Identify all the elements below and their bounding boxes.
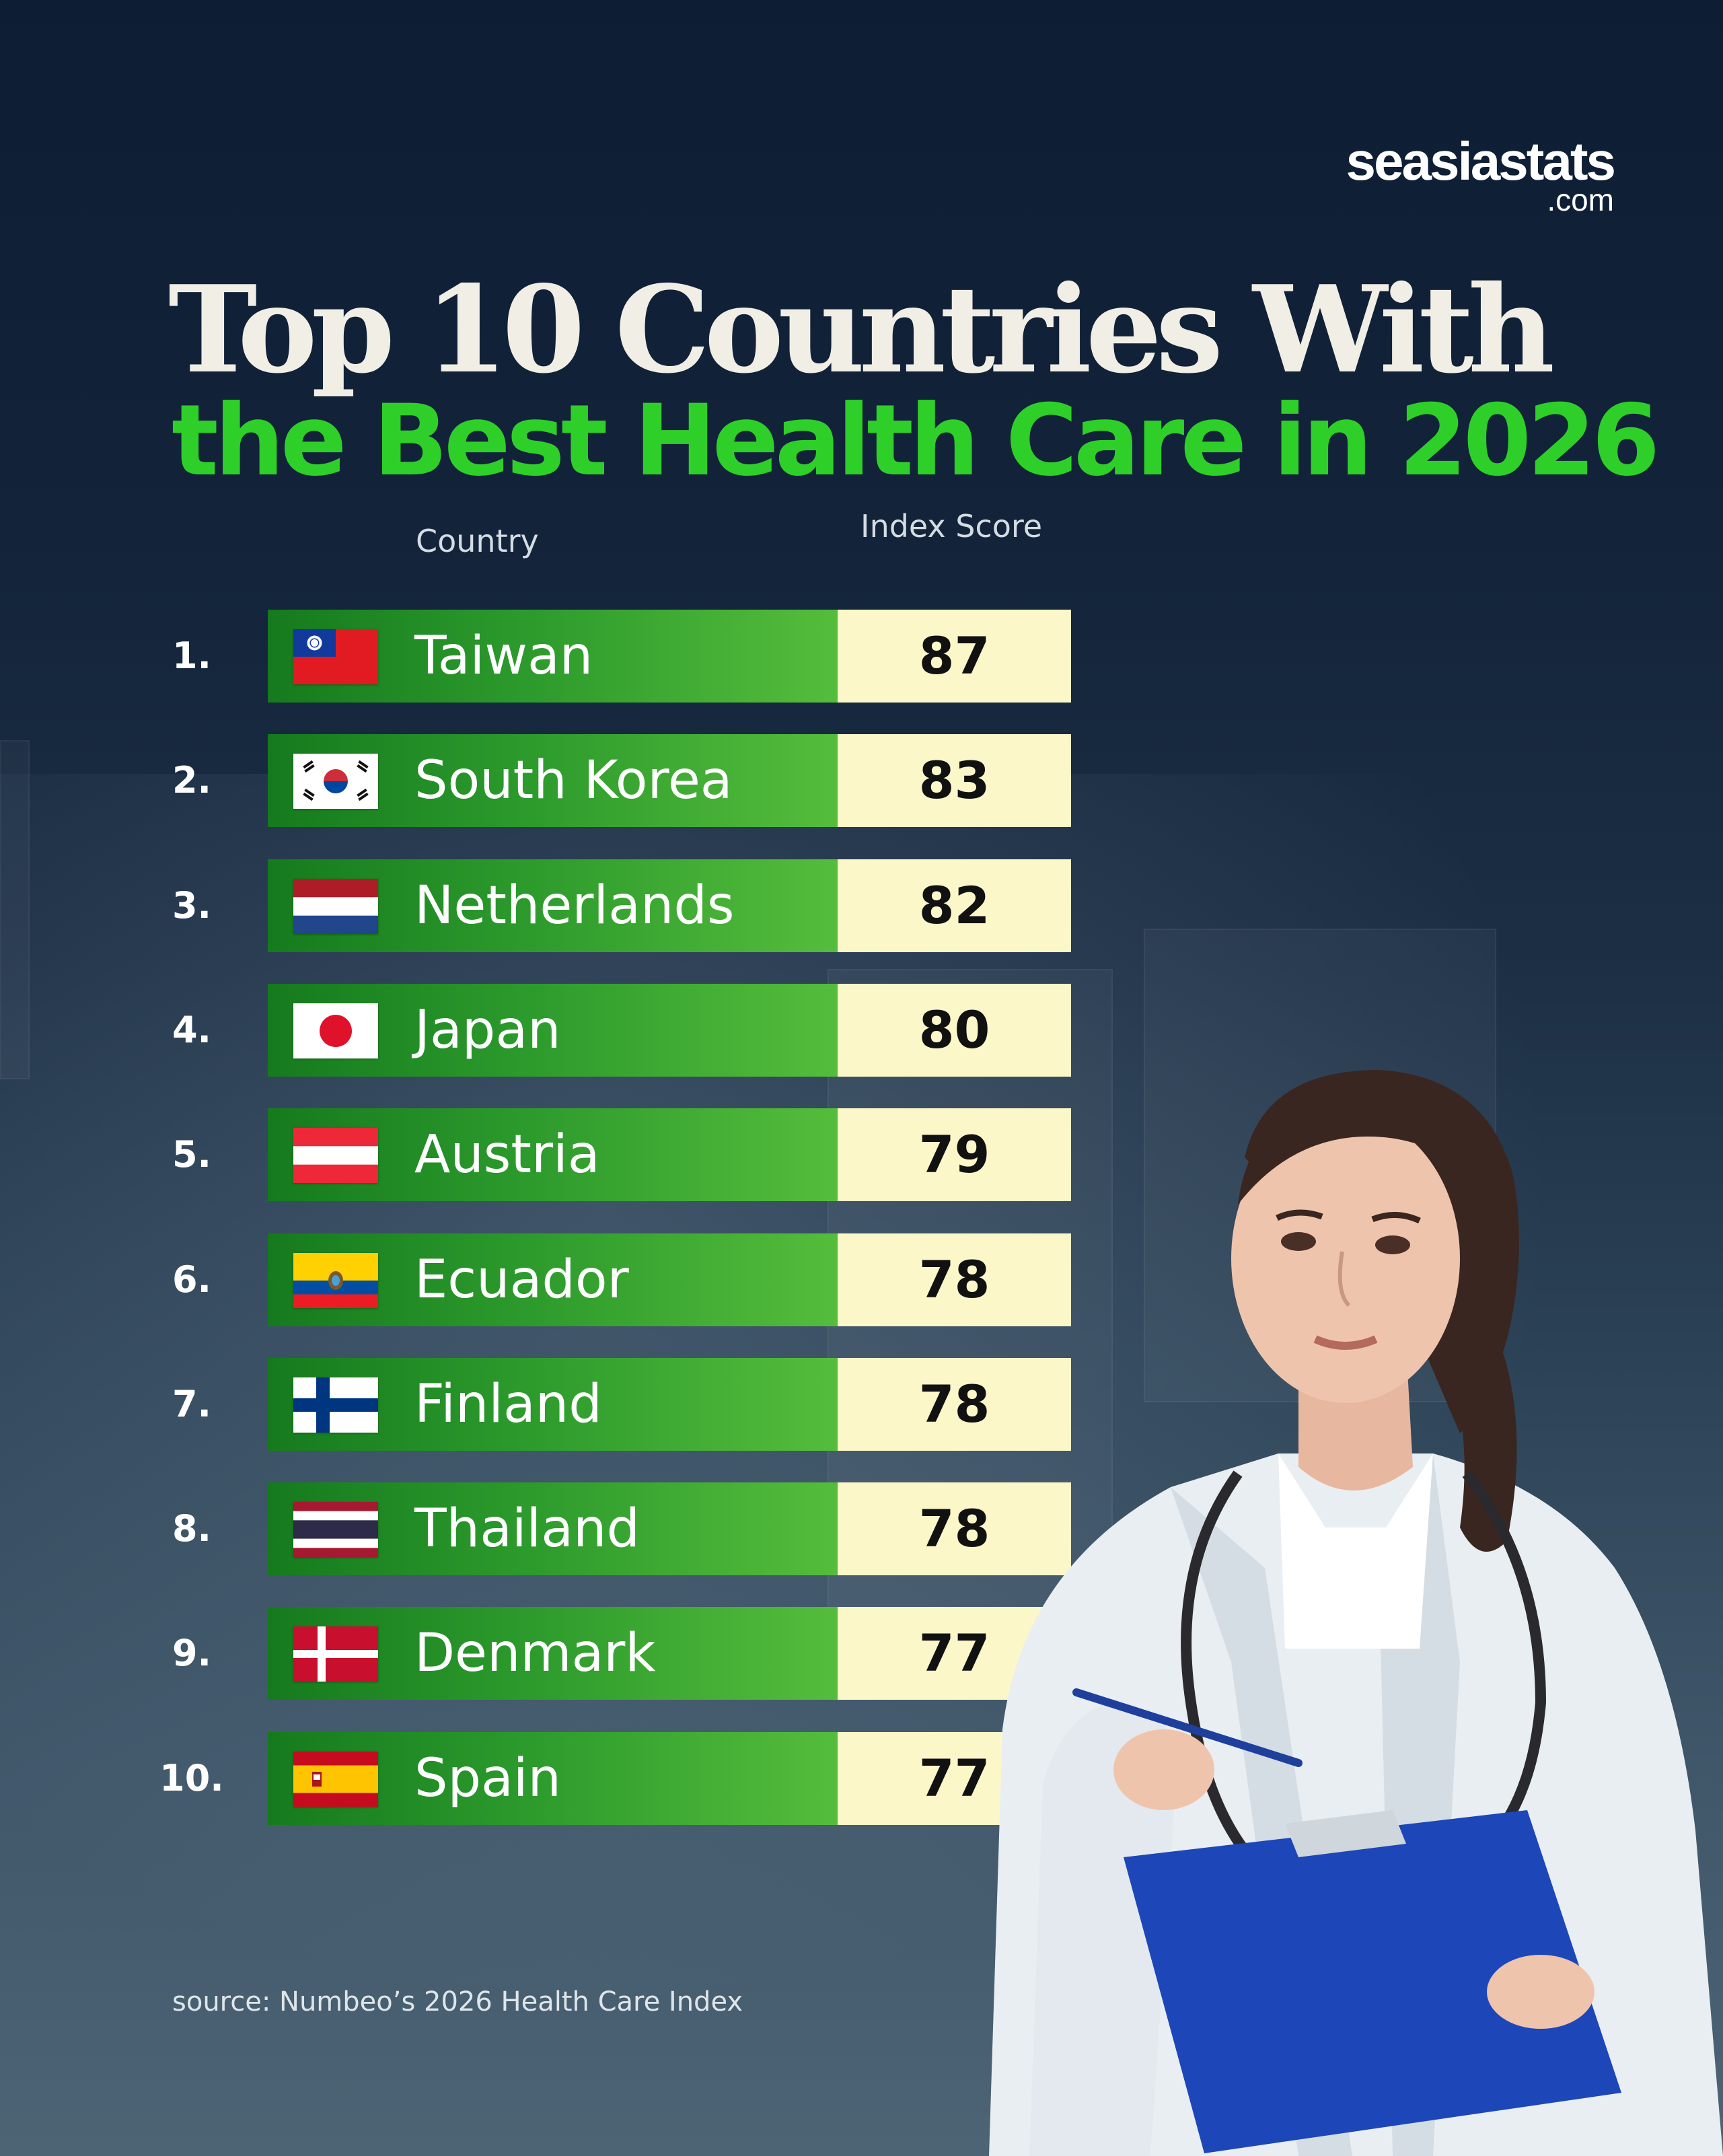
- table-row: 1. Taiwan 87: [0, 610, 1076, 703]
- column-header-score: Index Score: [860, 508, 1043, 544]
- rank-label: 7.: [172, 1383, 212, 1425]
- austria-flag-icon: [293, 1128, 378, 1183]
- country-bar: Austria: [268, 1108, 838, 1201]
- spain-flag-icon: [293, 1752, 378, 1807]
- table-row: 2. South Korea 83: [0, 734, 1076, 827]
- table-row: 7. Finland 78: [0, 1358, 1076, 1451]
- column-header-country: Country: [416, 523, 539, 559]
- country-name: Spain: [414, 1748, 561, 1809]
- source-note: source: Numbeo’s 2026 Health Care Index: [172, 1986, 743, 2017]
- finland-flag-icon: [293, 1377, 378, 1433]
- index-score: 87: [838, 610, 1071, 703]
- stethoscope-icon: [1181, 1470, 1249, 1854]
- country-name: Finland: [414, 1374, 602, 1435]
- country-name: Denmark: [414, 1623, 656, 1684]
- rank-label: 9.: [172, 1632, 212, 1674]
- table-row: 8. Thailand 78: [0, 1482, 1076, 1575]
- chart-title-line-2: the Best Health Care in 2026: [172, 384, 1660, 498]
- brand-suffix: .com: [1547, 182, 1614, 217]
- rank-label: 4.: [172, 1009, 212, 1051]
- rank-label: 3.: [172, 884, 212, 927]
- table-row: 3. Netherlands 82: [0, 859, 1076, 952]
- japan-flag-icon: [293, 1003, 378, 1058]
- country-name: Thailand: [414, 1499, 640, 1559]
- table-row: 9. Denmark 77: [0, 1607, 1076, 1700]
- country-bar: Netherlands: [268, 859, 838, 952]
- country-bar: Thailand: [268, 1482, 838, 1575]
- country-name: Netherlands: [414, 875, 735, 936]
- country-bar: Finland: [268, 1358, 838, 1451]
- index-score: 79: [838, 1108, 1071, 1201]
- table-row: 4. Japan 80: [0, 984, 1076, 1077]
- index-score: 83: [838, 734, 1071, 827]
- country-bar: Ecuador: [268, 1233, 838, 1326]
- netherlands-flag-icon: [293, 879, 378, 934]
- country-name: Austria: [414, 1124, 600, 1185]
- brand-name: seasiastats: [1346, 131, 1616, 191]
- country-name: Taiwan: [414, 626, 593, 686]
- thailand-flag-icon: [293, 1502, 378, 1557]
- rank-label: 6.: [172, 1258, 212, 1301]
- index-score: 80: [838, 984, 1071, 1077]
- table-row: 6. Ecuador 78: [0, 1233, 1076, 1326]
- brand-logo: seasiastats .com: [1210, 131, 1616, 217]
- taiwan-flag-icon: [293, 629, 378, 684]
- background-wall-panel: [0, 740, 30, 1079]
- table-row: 5. Austria 79: [0, 1108, 1076, 1201]
- rank-label: 10.: [159, 1757, 224, 1799]
- country-bar: Japan: [268, 984, 838, 1077]
- country-bar: Taiwan: [268, 610, 838, 703]
- south-korea-flag-icon: [293, 754, 378, 809]
- index-score: 78: [838, 1233, 1071, 1326]
- index-score: 82: [838, 859, 1071, 952]
- index-score: 78: [838, 1358, 1071, 1451]
- country-name: Japan: [414, 1000, 561, 1061]
- country-name: South Korea: [414, 750, 733, 811]
- table-row: 10. Spain 77: [0, 1732, 1076, 1825]
- doctor-illustration: [989, 1070, 1723, 2156]
- rank-label: 5.: [172, 1133, 212, 1176]
- denmark-flag-icon: [293, 1626, 378, 1682]
- rank-label: 2.: [172, 759, 212, 801]
- country-bar: Spain: [268, 1732, 838, 1825]
- rank-label: 8.: [172, 1507, 212, 1550]
- rank-label: 1.: [172, 635, 212, 677]
- ecuador-flag-icon: [293, 1253, 378, 1308]
- index-score: 78: [838, 1482, 1071, 1575]
- clipboard-icon: [1124, 1810, 1621, 2153]
- country-bar: Denmark: [268, 1607, 838, 1700]
- chart-title-line-1: Top 10 Countries With: [168, 259, 1555, 400]
- country-name: Ecuador: [414, 1250, 629, 1310]
- country-bar: South Korea: [268, 734, 838, 827]
